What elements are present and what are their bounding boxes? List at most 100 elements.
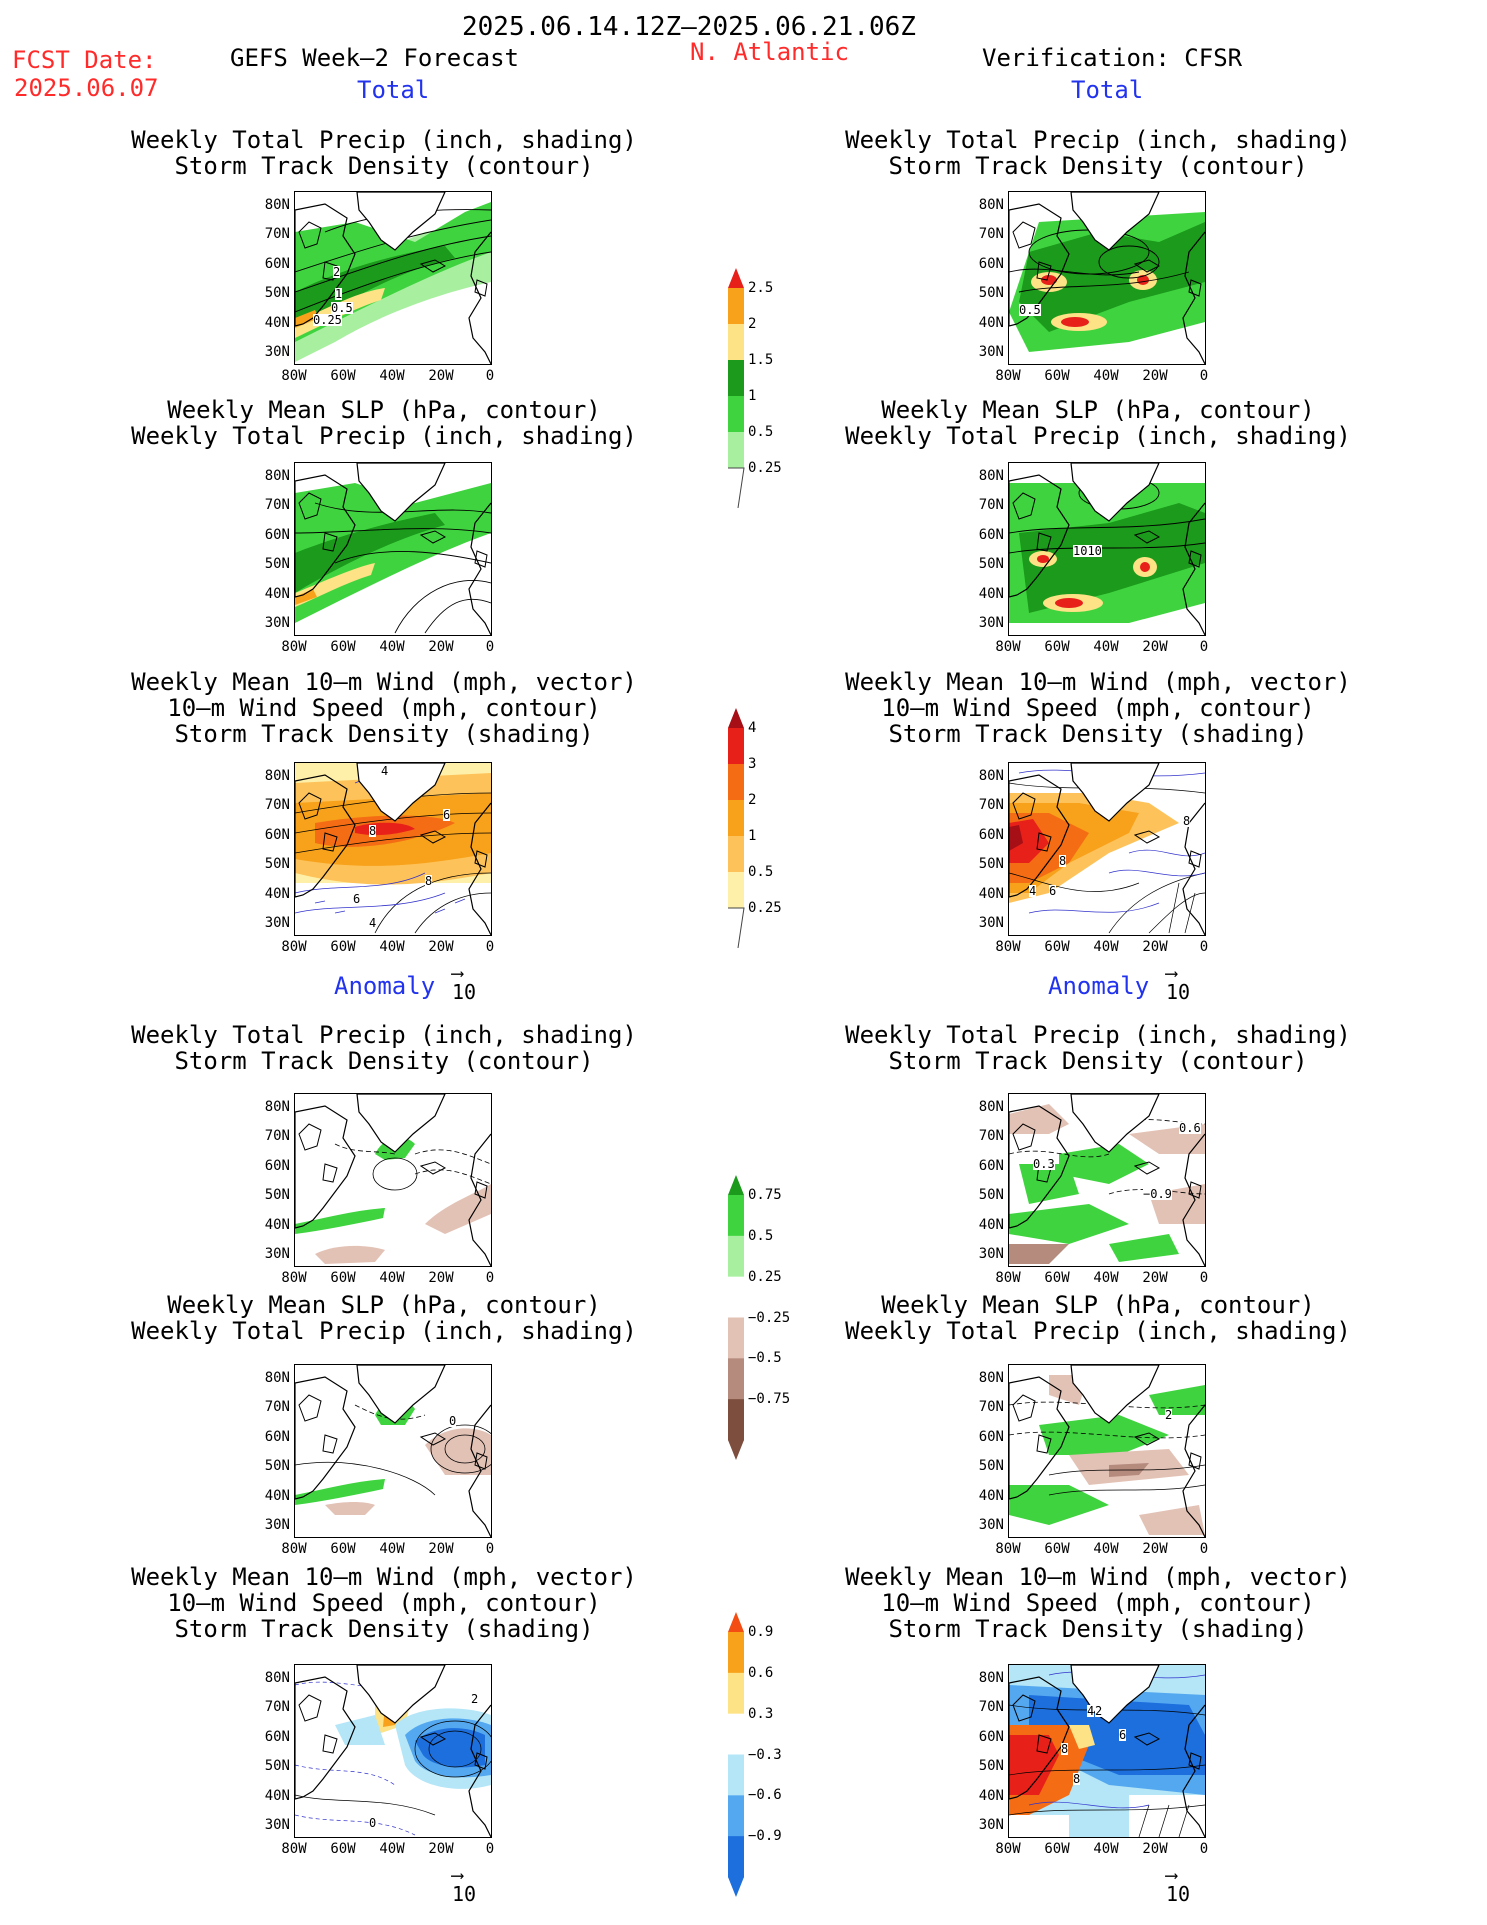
vector-ref-value: 10 bbox=[1166, 980, 1191, 1004]
lat-tick-label: 70N bbox=[978, 1399, 1004, 1416]
lat-tick-label: 40N bbox=[264, 885, 290, 902]
lon-tick-label: 40W bbox=[1093, 639, 1119, 655]
contour-label: 1010 bbox=[1073, 544, 1102, 558]
lat-tick-label: 40N bbox=[978, 1787, 1004, 1804]
colorbar-label: 2.5 bbox=[748, 280, 774, 296]
map-fc-slp-anom: 0 bbox=[294, 1364, 492, 1538]
lat-tick-label: 30N bbox=[264, 1517, 290, 1533]
fcst-date-label: FCST Date: bbox=[12, 46, 157, 74]
title-line: Weekly Mean 10–m Wind (mph, vector) bbox=[845, 668, 1351, 696]
lat-tick-label: 80N bbox=[264, 197, 290, 213]
lat-tick-label: 50N bbox=[978, 856, 1004, 873]
colorbar-swatch bbox=[728, 1612, 744, 1632]
lat-tick-label: 30N bbox=[264, 1817, 290, 1833]
title-line: Weekly Mean SLP (hPa, contour) bbox=[167, 396, 601, 424]
lat-tick-label: 30N bbox=[978, 344, 1004, 360]
colorbar-swatch bbox=[728, 1836, 744, 1878]
contour-label: 0.5 bbox=[331, 301, 353, 315]
colorbar-label: 0.3 bbox=[748, 1705, 774, 1722]
lat-tick-label: 70N bbox=[264, 797, 290, 814]
lat-tick-label: 60N bbox=[978, 255, 1004, 272]
lat-tick-label: 80N bbox=[264, 1099, 290, 1115]
lat-tick-label: 70N bbox=[264, 1128, 290, 1145]
lon-tick-label: 80W bbox=[281, 368, 307, 384]
precip-shading bbox=[295, 463, 491, 635]
lon-tick-label: 0 bbox=[485, 1541, 495, 1557]
precip-anom-shading bbox=[1009, 1365, 1205, 1537]
lon-tick-label: 0 bbox=[1199, 939, 1209, 955]
lon-tick-label: 40W bbox=[379, 368, 405, 384]
title-line: Weekly Mean SLP (hPa, contour) bbox=[881, 396, 1315, 424]
colorbar-swatch bbox=[728, 1672, 744, 1715]
colorbar-swatch bbox=[728, 268, 744, 288]
colorbar-label: 2 bbox=[748, 316, 757, 332]
vector-ref-value: 10 bbox=[452, 1882, 477, 1906]
title-line: Weekly Total Precip (inch, shading) bbox=[845, 1021, 1351, 1049]
lon-tick-label: 60W bbox=[1044, 639, 1070, 655]
lat-tick-label: 80N bbox=[978, 1099, 1004, 1115]
colorbar-std_anom bbox=[728, 1612, 744, 1897]
contour-label: 6 bbox=[1049, 884, 1057, 898]
contour-label: 0.5 bbox=[1019, 303, 1041, 317]
lon-tick-label: 0 bbox=[485, 1841, 495, 1857]
lon-tick-label: 60W bbox=[330, 1541, 356, 1557]
title-line: Weekly Mean 10–m Wind (mph, vector) bbox=[845, 1563, 1351, 1591]
lon-tick-label: 60W bbox=[330, 939, 356, 955]
lon-tick-label: 40W bbox=[1093, 1541, 1119, 1557]
obs-wind-anom-vector-ref: ⟶ 10 bbox=[1166, 1867, 1191, 1907]
colorbar-swatch bbox=[728, 1877, 744, 1897]
colorbar-swatch bbox=[728, 1440, 744, 1460]
lon-tick-label: 80W bbox=[995, 939, 1021, 955]
contour-label: 4 bbox=[369, 916, 377, 930]
colorbar-swatch bbox=[728, 1358, 744, 1400]
lat-tick-label: 30N bbox=[264, 615, 290, 631]
title-line: Storm Track Density (shading) bbox=[174, 720, 594, 748]
colorbar-label: 0.75 bbox=[748, 1187, 782, 1203]
contour-label: 0.6 bbox=[1179, 1121, 1201, 1135]
vector-ref-value: 10 bbox=[1166, 1882, 1191, 1906]
contour-label: 2 bbox=[1095, 1704, 1103, 1718]
lat-tick-label: 50N bbox=[264, 1187, 290, 1204]
lon-tick-label: 80W bbox=[995, 639, 1021, 655]
title-line: Storm Track Density (contour) bbox=[174, 1047, 594, 1075]
lat-tick-label: 40N bbox=[978, 1487, 1004, 1504]
lat-tick-label: 60N bbox=[978, 1157, 1004, 1174]
colorbar-swatch bbox=[728, 1195, 744, 1237]
obs-anomaly-label: Anomaly bbox=[1048, 972, 1150, 1000]
precip-shading bbox=[1009, 192, 1205, 364]
colorbar-swatch bbox=[728, 1632, 744, 1674]
fc-precip-title: Weekly Total Precip (inch, shading) Storm… bbox=[104, 127, 664, 179]
title-line: Weekly Total Precip (inch, shading) bbox=[131, 1021, 637, 1049]
contour-label: 6 bbox=[353, 892, 361, 906]
colorbar-label: 3 bbox=[748, 756, 757, 772]
fcst-date: 2025.06.07 bbox=[14, 74, 159, 102]
title-line: Storm Track Density (contour) bbox=[888, 152, 1308, 180]
colorbar-label: 0.9 bbox=[748, 1624, 774, 1640]
title-line: 10–m Wind Speed (mph, contour) bbox=[167, 1589, 601, 1617]
lat-tick-label: 50N bbox=[978, 1458, 1004, 1475]
map-fc-wind-total: 4 8 6 8 6 4 bbox=[294, 762, 492, 936]
fc-wind-title: Weekly Mean 10–m Wind (mph, vector) 10–m … bbox=[104, 669, 664, 747]
title-line: Weekly Mean SLP (hPa, contour) bbox=[167, 1291, 601, 1319]
lat-tick-label: 70N bbox=[264, 1399, 290, 1416]
contour-label: 0.3 bbox=[1033, 1157, 1055, 1171]
colorbar-label: 1.5 bbox=[748, 352, 774, 368]
title-line: Weekly Total Precip (inch, shading) bbox=[131, 422, 637, 450]
colorbar-label: 0.5 bbox=[748, 424, 774, 440]
contour-label: 8 bbox=[425, 874, 433, 888]
precip-anom-shading bbox=[1009, 1094, 1205, 1266]
lon-tick-label: 20W bbox=[1142, 1541, 1168, 1557]
lat-tick-label: 70N bbox=[264, 1699, 290, 1716]
title-line: Weekly Total Precip (inch, shading) bbox=[845, 1317, 1351, 1345]
lon-tick-label: 60W bbox=[1044, 1841, 1070, 1857]
lat-tick-label: 60N bbox=[264, 1428, 290, 1445]
lat-tick-label: 70N bbox=[264, 497, 290, 514]
fc-slp-title: Weekly Mean SLP (hPa, contour) Weekly Tot… bbox=[104, 397, 664, 449]
contour-label: 4 bbox=[1029, 884, 1037, 898]
lat-tick-label: 40N bbox=[264, 1787, 290, 1804]
storm-track-shading bbox=[295, 763, 491, 935]
title-line: Weekly Total Precip (inch, shading) bbox=[845, 126, 1351, 154]
fc-precip-anom-title: Weekly Total Precip (inch, shading) Storm… bbox=[104, 1022, 664, 1074]
lat-tick-label: 30N bbox=[978, 1517, 1004, 1533]
colorbar-label: 0.5 bbox=[748, 864, 774, 880]
